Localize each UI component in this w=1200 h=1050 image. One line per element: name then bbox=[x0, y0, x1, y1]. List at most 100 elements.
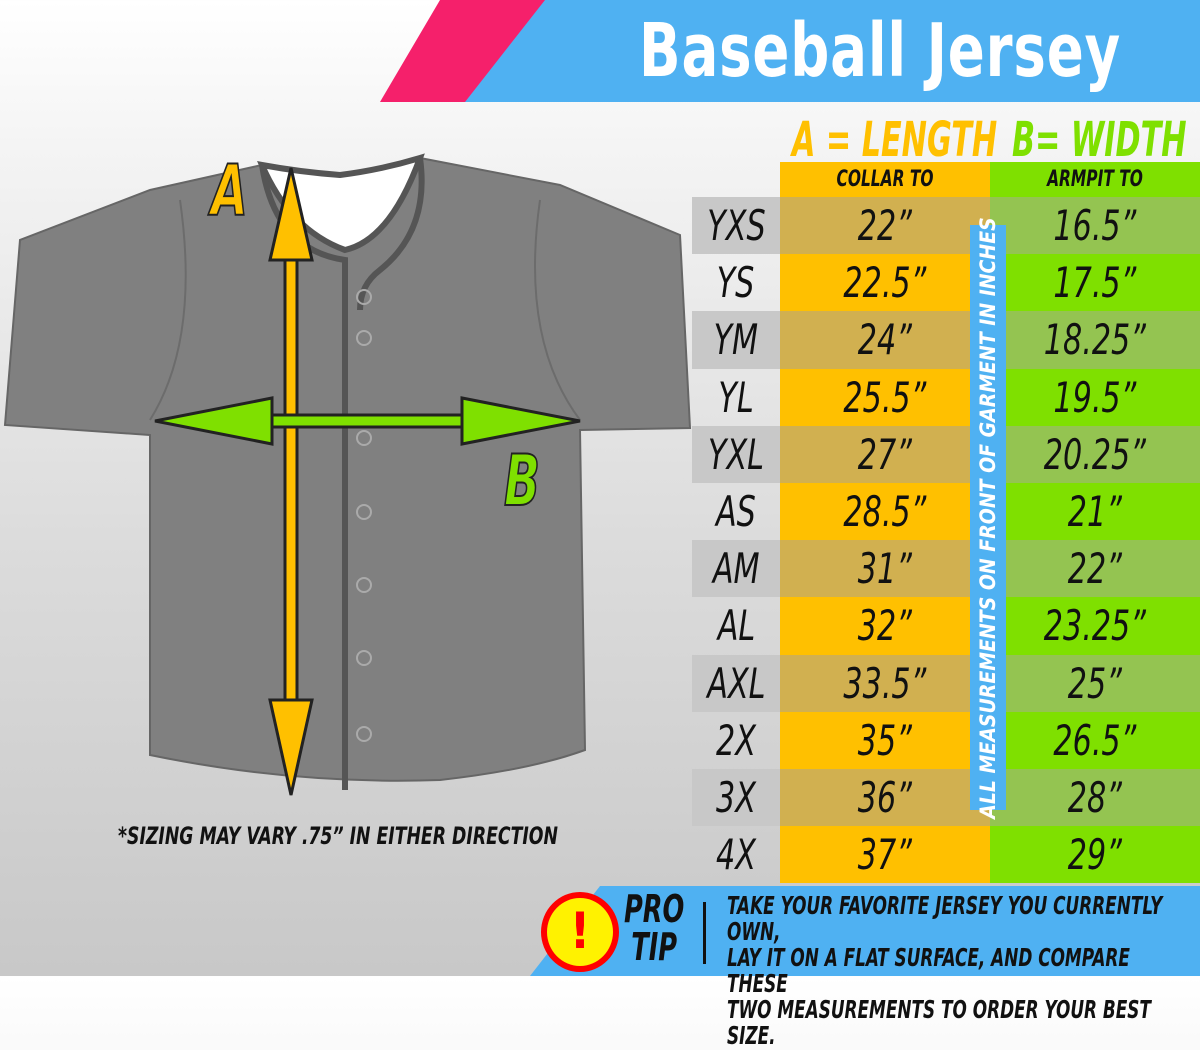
size-cell-text: AS bbox=[716, 486, 756, 536]
size-cell: 3X bbox=[692, 768, 780, 827]
tip-line: TWO MEASUREMENTS TO ORDER YOUR BEST SIZE… bbox=[727, 995, 1151, 1050]
pro-tip-banner bbox=[530, 886, 1200, 976]
length-cell-text: 24” bbox=[857, 315, 913, 365]
table-row: AL 32” 23.25” bbox=[692, 597, 1200, 655]
length-cell: 33.5” bbox=[780, 654, 990, 712]
length-cell-text: 22” bbox=[857, 201, 913, 250]
width-cell-text: 29” bbox=[1067, 830, 1123, 880]
size-cell-text: YS bbox=[717, 258, 755, 308]
size-cell: YM bbox=[692, 311, 780, 369]
table-row: YL 25.5” 19.5” bbox=[692, 368, 1200, 426]
width-cell: 19.5” bbox=[990, 368, 1200, 426]
length-cell: 22” bbox=[780, 197, 990, 255]
length-cell: 27” bbox=[780, 425, 990, 483]
table-row: YXS 22” 16.5” bbox=[692, 197, 1200, 255]
width-cell: 17.5” bbox=[990, 254, 1200, 312]
tip-line: TAKE YOUR FAVORITE JERSEY YOU CURRENTLY … bbox=[727, 891, 1163, 946]
length-cell-text: 37” bbox=[857, 830, 913, 880]
length-cell-text: 33.5” bbox=[843, 658, 927, 708]
sizing-note: *SIZING MAY VARY .75” IN EITHER DIRECTIO… bbox=[118, 822, 558, 850]
width-cell-text: 19.5” bbox=[1053, 372, 1137, 422]
size-cell: AS bbox=[692, 483, 780, 540]
pro-tip-label: PRO TIP bbox=[624, 890, 684, 966]
measurement-note: ALL MEASUREMENTS ON FRONT OF GARMENT IN … bbox=[976, 216, 1000, 819]
size-cell-text: YXL bbox=[708, 429, 764, 479]
width-cell-text: 22” bbox=[1067, 544, 1123, 594]
size-cell-text: YM bbox=[713, 315, 759, 365]
width-cell: 20.25” bbox=[990, 425, 1200, 483]
length-cell: 32” bbox=[780, 597, 990, 655]
width-cell: 28” bbox=[990, 768, 1200, 827]
table-row: 3X 36” 28” bbox=[692, 768, 1200, 827]
width-cell-text: 18.25” bbox=[1043, 315, 1147, 365]
width-cell-text: 20.25” bbox=[1043, 429, 1147, 479]
length-cell: 31” bbox=[780, 540, 990, 598]
label-a: A bbox=[210, 149, 248, 233]
width-cell-text: 21” bbox=[1067, 486, 1123, 536]
page-title: Baseball Jersey bbox=[639, 8, 1121, 94]
length-subheading-text: COLLAR TO BOTTOM bbox=[836, 167, 934, 192]
size-cell-text: YXS bbox=[706, 201, 766, 250]
measurement-note-banner: ALL MEASUREMENTS ON FRONT OF GARMENT IN … bbox=[970, 217, 1006, 818]
table-row: AS 28.5” 21” bbox=[692, 482, 1200, 541]
size-cell: AM bbox=[692, 540, 780, 598]
size-cell-text: AXL bbox=[706, 658, 766, 708]
length-cell-text: 35” bbox=[857, 715, 913, 765]
table-row: 4X 37” 29” bbox=[692, 826, 1200, 884]
table-row: AXL 33.5” 25” bbox=[692, 654, 1200, 712]
width-cell: 29” bbox=[990, 826, 1200, 884]
width-subheading-text: ARMPIT TO ARMPIT bbox=[1047, 167, 1143, 192]
length-cell: 37” bbox=[780, 826, 990, 884]
size-cell-text: AM bbox=[712, 544, 760, 594]
size-cell: 2X bbox=[692, 712, 780, 769]
length-cell-text: 27” bbox=[857, 429, 913, 479]
size-cell: AXL bbox=[692, 654, 780, 712]
width-cell-text: 23.25” bbox=[1043, 601, 1147, 651]
length-cell-text: 36” bbox=[857, 772, 913, 822]
tip-label: TIP bbox=[631, 925, 678, 969]
length-cell: 28.5” bbox=[780, 482, 990, 541]
width-cell-text: 25” bbox=[1067, 658, 1123, 708]
width-cell: 16.5” bbox=[990, 197, 1200, 255]
width-cell-text: 28” bbox=[1067, 772, 1123, 822]
length-cell-text: 22.5” bbox=[843, 258, 927, 308]
size-cell: AL bbox=[692, 597, 780, 654]
width-cell: 22” bbox=[990, 540, 1200, 598]
tip-line: LAY IT ON A FLAT SURFACE, AND COMPARE TH… bbox=[727, 943, 1130, 998]
jersey-diagram bbox=[3, 153, 692, 796]
size-cell-text: AL bbox=[717, 601, 755, 651]
size-cell: YL bbox=[692, 369, 780, 426]
length-cell-text: 31” bbox=[857, 544, 913, 594]
title-banner bbox=[465, 0, 1200, 102]
exclamation-icon: ! bbox=[541, 892, 619, 972]
length-cell-text: 28.5” bbox=[843, 486, 927, 536]
length-heading: A = LENGTH bbox=[792, 112, 998, 168]
length-cell: 24” bbox=[780, 311, 990, 369]
pro-label: PRO bbox=[624, 887, 685, 931]
length-arrow bbox=[268, 167, 314, 796]
length-cell: 22.5” bbox=[780, 254, 990, 312]
width-cell-text: 16.5” bbox=[1053, 201, 1137, 250]
size-cell: YXL bbox=[692, 425, 780, 483]
table-row: 2X 35” 26.5” bbox=[692, 711, 1200, 769]
size-cell-text: YL bbox=[718, 372, 754, 422]
width-subheading: ARMPIT TO ARMPIT bbox=[990, 162, 1200, 197]
table-row: AM 31” 22” bbox=[692, 540, 1200, 598]
length-subheading: COLLAR TO BOTTOM bbox=[780, 162, 990, 197]
length-cell-text: 32” bbox=[857, 601, 913, 651]
size-cell: YS bbox=[692, 254, 780, 311]
size-cell: YXS bbox=[692, 197, 780, 255]
width-cell-text: 17.5” bbox=[1053, 258, 1137, 308]
width-cell: 18.25” bbox=[990, 311, 1200, 369]
pro-tip-text: TAKE YOUR FAVORITE JERSEY YOU CURRENTLY … bbox=[727, 893, 1192, 1049]
width-cell-text: 26.5” bbox=[1053, 715, 1137, 765]
table-row: YM 24” 18.25” bbox=[692, 311, 1200, 369]
width-heading: B= WIDTH bbox=[1012, 112, 1187, 168]
width-cell: 25” bbox=[990, 654, 1200, 712]
width-cell: 26.5” bbox=[990, 711, 1200, 769]
width-cell: 21” bbox=[990, 482, 1200, 541]
label-b: B bbox=[503, 439, 541, 523]
length-cell: 35” bbox=[780, 711, 990, 769]
size-cell: 4X bbox=[692, 826, 780, 883]
length-cell: 36” bbox=[780, 768, 990, 827]
